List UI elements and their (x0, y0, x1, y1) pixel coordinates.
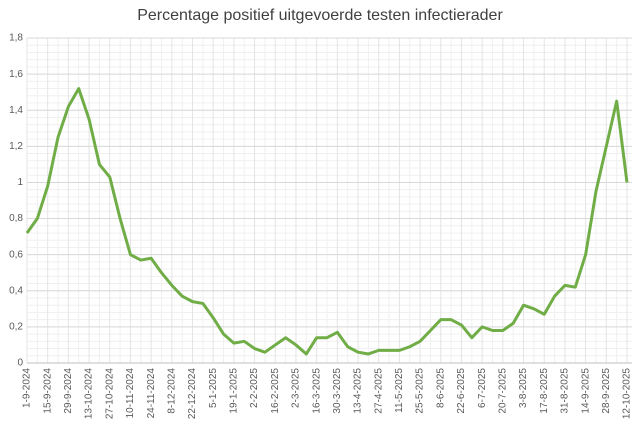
data-line (25, 87, 629, 356)
y-tick-label: 1,6 (9, 69, 23, 80)
x-tick-label: 25-5-2025 (415, 368, 426, 414)
y-tick-label: 0 (17, 358, 23, 369)
y-tick-label: 0,4 (9, 285, 23, 296)
y-tick-label: 1 (17, 177, 23, 188)
y-tick-label: 0,2 (9, 322, 23, 333)
x-tick-label: 31-8-2025 (560, 368, 571, 414)
x-tick-label: 2-3-2025 (291, 368, 302, 408)
x-tick-label: 28-9-2025 (601, 368, 612, 414)
x-tick-label: 22-12-2024 (187, 368, 198, 420)
x-tick-label: 17-8-2025 (539, 368, 550, 414)
y-tick-label: 1,2 (9, 141, 23, 152)
x-tick-label: 13-4-2025 (353, 368, 364, 414)
x-tick-label: 2-2-2025 (249, 368, 260, 408)
x-tick-label: 20-7-2025 (498, 368, 509, 414)
x-tick-label: 6-7-2025 (477, 368, 488, 408)
x-tick-label: 3-8-2025 (518, 368, 529, 408)
y-tick-label: 1,4 (9, 105, 23, 116)
x-tick-label: 19-1-2025 (229, 368, 240, 414)
y-tick-label: 1,8 (9, 33, 23, 44)
x-tick-label: 8-12-2024 (166, 368, 177, 414)
x-tick-label: 13-10-2024 (84, 368, 95, 420)
x-tick-label: 30-3-2025 (332, 368, 343, 414)
x-tick-label: 24-11-2024 (146, 368, 157, 419)
x-tick-label: 27-10-2024 (104, 368, 115, 420)
x-tick-label: 16-3-2025 (311, 368, 322, 414)
x-tick-label: 11-5-2025 (394, 368, 405, 413)
y-tick-label: 0,8 (9, 213, 23, 224)
x-tick-label: 10-11-2024 (125, 368, 136, 419)
chart-title: Percentage positief uitgevoerde testen i… (137, 7, 503, 24)
x-tick-label: 29-9-2024 (63, 368, 74, 414)
x-tick-label: 16-2-2025 (270, 368, 281, 414)
x-tick-label: 22-6-2025 (456, 368, 467, 414)
x-tick-label: 8-6-2025 (435, 368, 446, 408)
x-tick-label: 15-9-2024 (42, 368, 53, 414)
x-tick-label: 5-1-2025 (208, 368, 219, 408)
y-tick-label: 0,6 (9, 249, 23, 260)
x-tick-label: 27-4-2025 (373, 368, 384, 414)
x-tick-label: 14-9-2025 (580, 368, 591, 414)
x-tick-label: 12-10-2025 (622, 368, 633, 420)
x-tick-label: 1-9-2024 (22, 368, 33, 408)
